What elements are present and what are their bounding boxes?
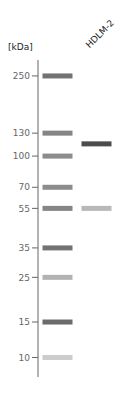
svg-text:35: 35 (19, 243, 30, 253)
svg-text:55: 55 (19, 204, 30, 214)
svg-text:10: 10 (19, 353, 31, 363)
html-text:[kDa]: [kDa] (8, 42, 33, 52)
svg-text:250: 250 (13, 71, 30, 81)
svg-text:130: 130 (13, 128, 30, 138)
svg-text:25: 25 (19, 273, 30, 283)
svg-text:100: 100 (13, 151, 30, 161)
svg-text:70: 70 (19, 182, 31, 192)
html-text:HDLM-2: HDLM-2 (83, 17, 116, 50)
svg-text:15: 15 (19, 317, 30, 327)
